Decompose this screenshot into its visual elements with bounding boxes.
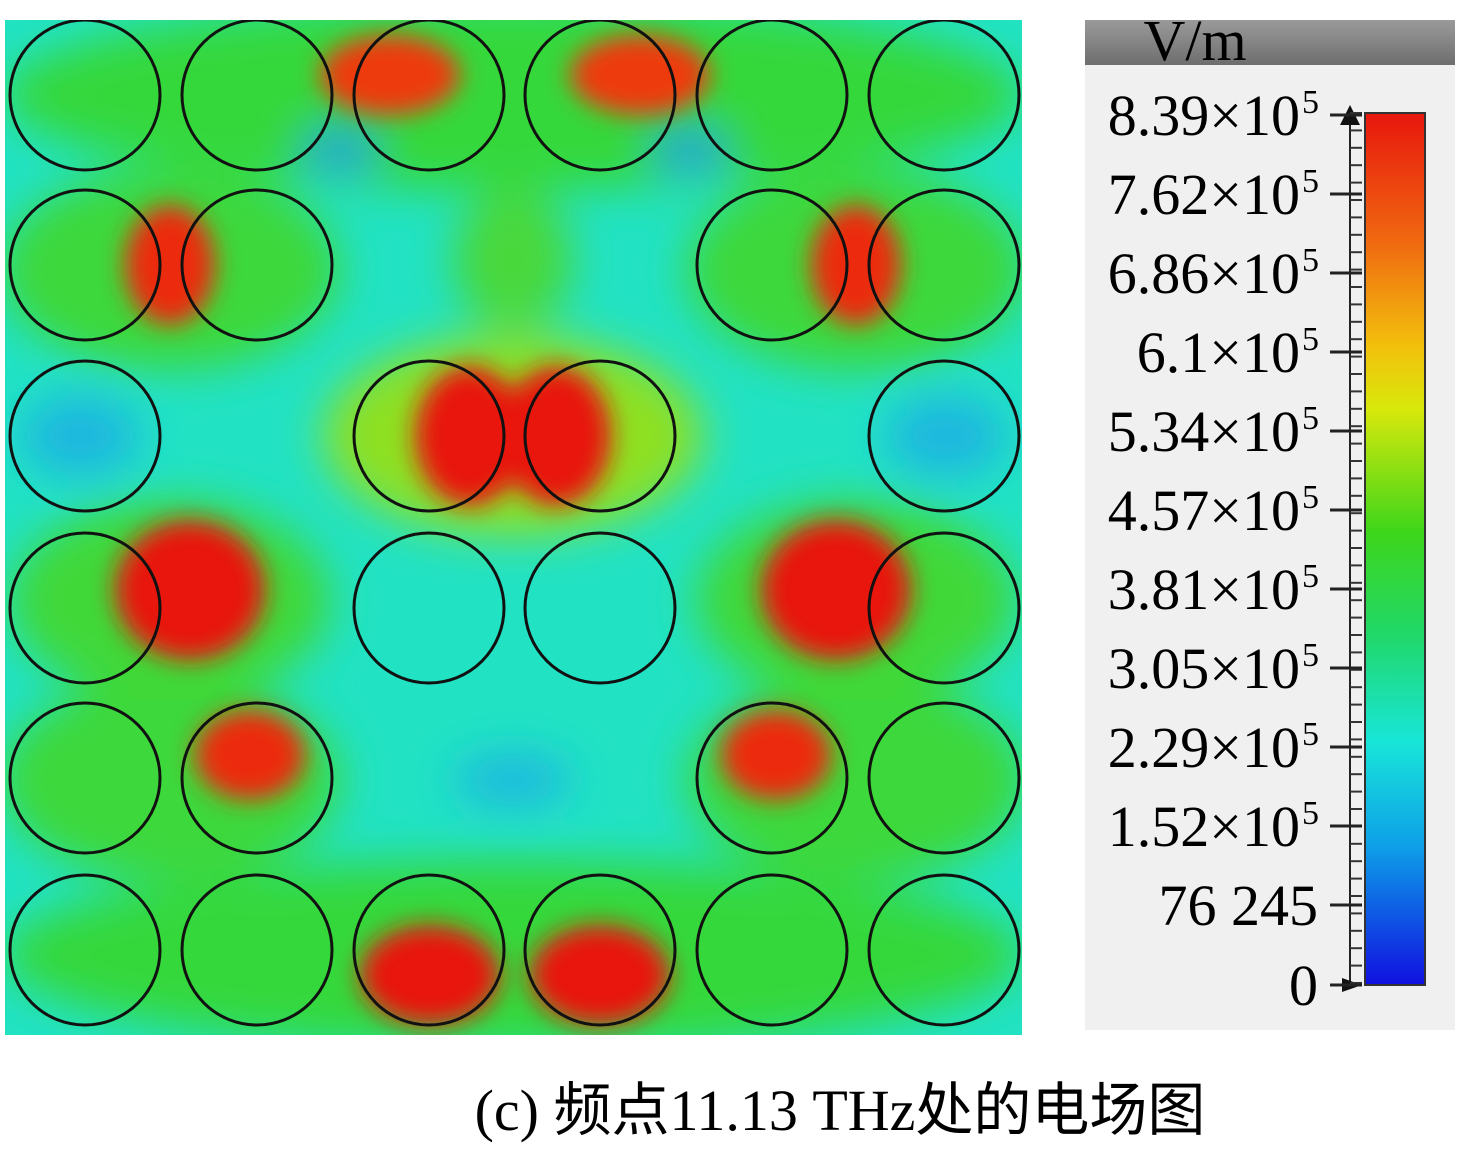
tick-exponent: 5 [1302, 637, 1319, 674]
unit-label: V/m [1143, 8, 1246, 73]
caption: (c) 频点11.13 THz处的电场图 [475, 1078, 1206, 1143]
tick-base: 8.39×10 [1108, 83, 1300, 148]
legend-header [1085, 20, 1455, 65]
tick-label: 76 245 [1159, 873, 1319, 938]
tick-base: 1.52×10 [1108, 794, 1300, 859]
rods [8, 20, 1021, 1027]
tick-base: 4.57×10 [1108, 478, 1300, 543]
tick-label: 3.05×10 [1108, 636, 1300, 701]
tick-label: 2.29×10 [1108, 715, 1300, 780]
tick-exponent: 5 [1302, 479, 1319, 516]
tick-base: 2.29×10 [1108, 715, 1300, 780]
tick-exponent: 5 [1302, 242, 1319, 279]
tick-base: 0 [1289, 953, 1318, 1018]
tick-exponent: 5 [1302, 558, 1319, 595]
tick-label: 4.57×10 [1108, 478, 1300, 543]
tick-exponent: 5 [1302, 321, 1319, 358]
tick-label: 6.86×10 [1108, 241, 1300, 306]
tick-exponent: 5 [1302, 716, 1319, 753]
tick-label: 3.81×10 [1108, 557, 1300, 622]
colorbar [1364, 112, 1426, 986]
tick-base: 6.1×10 [1137, 320, 1300, 385]
tick-base: 3.05×10 [1108, 636, 1300, 701]
tick-base: 3.81×10 [1108, 557, 1300, 622]
tick-base: 6.86×10 [1108, 241, 1300, 306]
tick-base: 5.34×10 [1108, 399, 1300, 464]
tick-exponent: 5 [1302, 84, 1319, 121]
tick-label: 8.39×10 [1108, 83, 1300, 148]
tick-base: 7.62×10 [1108, 162, 1300, 227]
tick-label: 7.62×10 [1108, 162, 1300, 227]
tick-label: 1.52×10 [1108, 794, 1300, 859]
tick-label: 0 [1289, 953, 1318, 1018]
tick-exponent: 5 [1302, 400, 1319, 437]
tick-exponent: 5 [1302, 163, 1319, 200]
tick-base: 76 245 [1159, 873, 1319, 938]
field-map [5, 20, 1022, 1035]
tick-label: 6.1×10 [1137, 320, 1300, 385]
tick-label: 5.34×10 [1108, 399, 1300, 464]
tick-exponent: 5 [1302, 795, 1319, 832]
